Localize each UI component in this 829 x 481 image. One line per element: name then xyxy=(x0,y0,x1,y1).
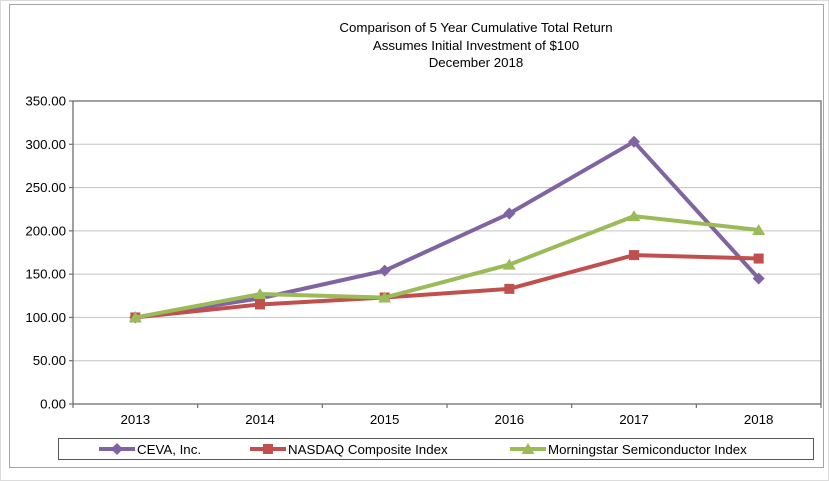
morningstar-line-marker-icon xyxy=(510,443,546,454)
y-axis-label: 200.00 xyxy=(25,223,66,238)
chart-title: Comparison of 5 Year Cumulative Total Re… xyxy=(126,19,826,72)
series-marker-nasdaq-composite-index xyxy=(255,299,265,310)
plot-border xyxy=(72,100,822,405)
legend-item-nasdaq: NASDAQ Composite Index xyxy=(250,439,448,459)
legend-marker xyxy=(521,443,535,454)
chart-legend: CEVA, Inc. NASDAQ Composite Index Mornin… xyxy=(58,438,814,460)
legend-item-ceva: CEVA, Inc. xyxy=(99,439,201,459)
series-marker-morningstar-semiconductor-index xyxy=(128,311,142,323)
legend-label-ceva: CEVA, Inc. xyxy=(137,441,202,457)
y-axis-label: 300.00 xyxy=(25,137,66,152)
series-marker-nasdaq-composite-index xyxy=(753,253,764,264)
ceva-line-marker-icon xyxy=(99,443,135,455)
nasdaq-line-marker-icon xyxy=(250,444,286,454)
legend-label-morningstar: Morningstar Semiconductor Index xyxy=(548,441,747,457)
chart-frame xyxy=(9,4,824,468)
series-marker-morningstar-semiconductor-index xyxy=(253,288,267,300)
series-line-ceva-inc xyxy=(133,139,761,320)
series-marker-ceva-inc xyxy=(378,264,391,277)
chart-title-line-1: Comparison of 5 Year Cumulative Total Re… xyxy=(339,20,613,35)
series-marker-ceva-inc xyxy=(752,272,765,285)
series-line-nasdaq-composite-index xyxy=(133,253,761,320)
legend-label-nasdaq: NASDAQ Composite Index xyxy=(288,441,448,457)
y-axis-label: 350.00 xyxy=(25,94,66,109)
y-axis-label: 150.00 xyxy=(25,267,66,282)
x-axis-label: 2016 xyxy=(495,412,525,427)
series-marker-morningstar-semiconductor-index xyxy=(502,258,516,270)
y-axis-label: 0.00 xyxy=(40,397,66,412)
y-axis-label: 250.00 xyxy=(25,180,66,195)
x-axis-label: 2017 xyxy=(619,412,649,427)
series-marker-ceva-inc xyxy=(628,135,640,148)
x-axis-label: 2014 xyxy=(245,412,275,427)
chart-title-line-2: Assumes Initial Investment of $100 xyxy=(372,37,580,53)
legend-marker xyxy=(111,443,123,455)
series-line-morningstar-semiconductor-index xyxy=(133,214,761,320)
legend-marker xyxy=(263,444,273,454)
series-marker-ceva-inc xyxy=(503,207,516,220)
chart-title-line-3: December 2018 xyxy=(428,55,524,70)
x-axis-label: 2015 xyxy=(370,412,400,427)
series-marker-morningstar-semiconductor-index xyxy=(752,223,766,235)
series-marker-nasdaq-composite-index xyxy=(504,283,515,294)
x-axis-label: 2018 xyxy=(744,412,774,427)
series-marker-morningstar-semiconductor-index xyxy=(378,291,392,303)
series-marker-morningstar-semiconductor-index xyxy=(627,210,641,222)
series-marker-nasdaq-composite-index xyxy=(629,250,639,261)
x-axis-label: 2013 xyxy=(121,412,151,427)
legend-item-morningstar: Morningstar Semiconductor Index xyxy=(510,439,747,459)
y-axis-label: 100.00 xyxy=(25,310,66,325)
y-axis-label: 50.00 xyxy=(33,353,66,368)
